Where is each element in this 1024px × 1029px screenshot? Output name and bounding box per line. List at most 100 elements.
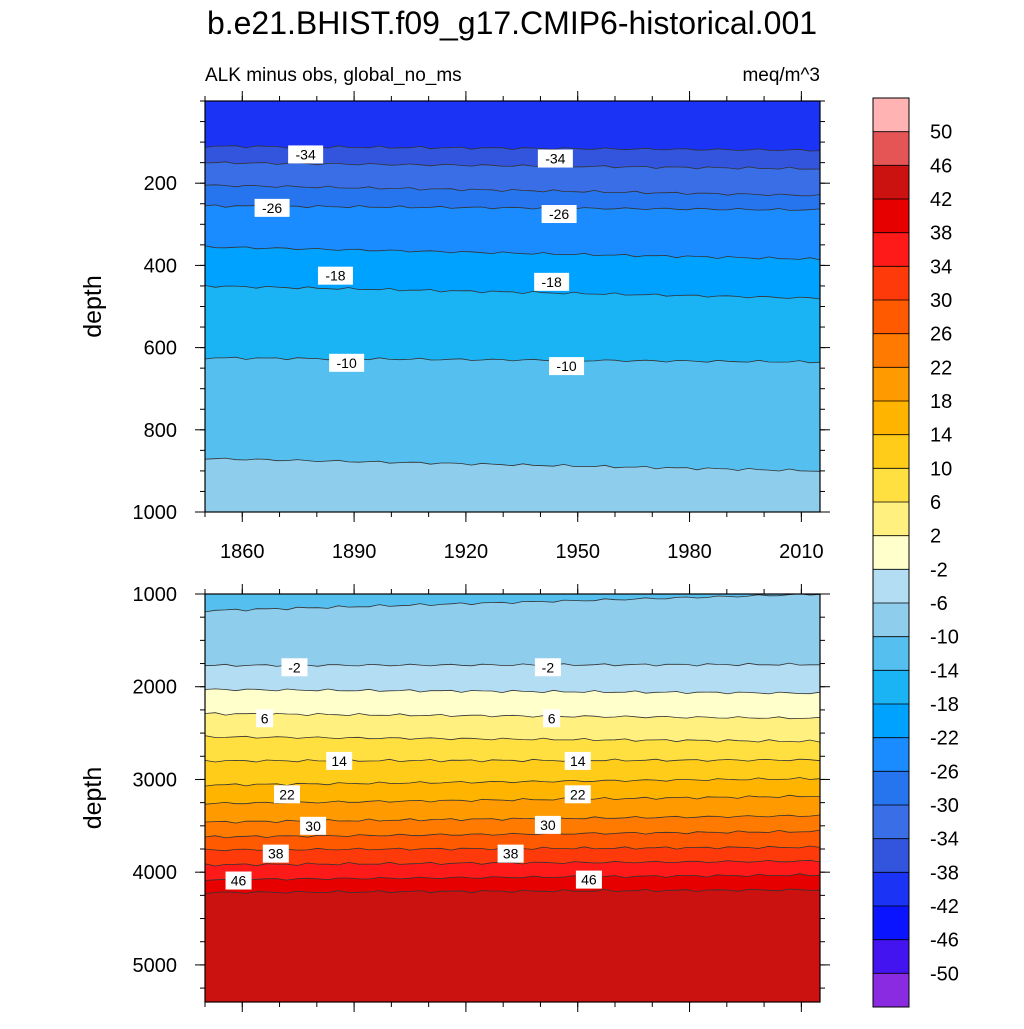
contour-line — [205, 712, 820, 720]
x-tick-label: 1950 — [555, 541, 600, 563]
contour-line — [205, 888, 820, 894]
colorbar-swatch — [873, 131, 909, 166]
colorbar-label: 26 — [930, 324, 952, 346]
contour-label: 46 — [231, 873, 247, 889]
y-tick-label: 800 — [144, 420, 177, 442]
y-tick-label: 1000 — [133, 502, 178, 524]
colorbar-swatch — [873, 838, 909, 873]
colorbar-swatch — [873, 401, 909, 436]
colorbar-swatch — [873, 434, 909, 469]
contour-label-bg — [326, 751, 353, 770]
colorbar-swatch — [873, 939, 909, 974]
contour-label-bg — [534, 272, 570, 291]
colorbar-swatch — [873, 973, 909, 1008]
y-tick-label: 4000 — [133, 862, 178, 884]
colorbar-label: -34 — [930, 829, 959, 851]
contour-label-bg — [575, 870, 602, 889]
contour-label: 14 — [331, 753, 347, 769]
contour-label: -2 — [542, 659, 555, 675]
contour-label-bg — [288, 145, 324, 164]
contour-line — [205, 594, 820, 613]
y-tick-label: 5000 — [133, 955, 178, 977]
contour-label-bg — [534, 658, 561, 677]
colorbar-label: -50 — [930, 963, 959, 985]
colorbar-label: -2 — [930, 559, 948, 581]
contour-fill-group — [205, 594, 820, 1002]
contour-label-bg — [329, 353, 365, 372]
colorbar-swatch — [873, 670, 909, 705]
contour-label: 6 — [548, 710, 556, 726]
colorbar-swatch — [873, 266, 909, 301]
contour-label-bg — [317, 266, 353, 285]
y-tick-label: 2000 — [133, 677, 178, 699]
contour-label: -34 — [296, 146, 316, 162]
contour-label: -26 — [262, 200, 282, 216]
colorbar-label: -38 — [930, 862, 959, 884]
colorbar-swatch — [873, 367, 909, 402]
colorbar-swatch — [873, 333, 909, 368]
contour-label: -26 — [549, 206, 569, 222]
plot-frame — [204, 593, 821, 1003]
contour-fill-group — [205, 101, 820, 512]
colorbar-label: -26 — [930, 761, 959, 783]
contour-label-bg — [534, 815, 561, 834]
colorbar-label: 10 — [930, 458, 952, 480]
contour-line — [205, 859, 820, 867]
contour-line — [205, 457, 820, 472]
x-tick-label: 1980 — [667, 541, 712, 563]
contour-label-bg — [300, 816, 327, 835]
colorbar-label: -10 — [930, 627, 959, 649]
colorbar-swatch — [873, 805, 909, 840]
contour-line — [205, 794, 820, 805]
upper-panel: -34 -34 -26 -26 -18 -18 -10 -10 200 400 600 800 1000… — [79, 91, 830, 563]
colorbar: 50 46 42 38 34 30 26 22 18 14 10 6 2 -2 -6 -10 -14 -18 -22… — [872, 97, 959, 1008]
colorbar-swatch — [873, 535, 909, 570]
colorbar-swatch — [873, 569, 909, 604]
contour-line — [205, 356, 820, 364]
contour-label: -10 — [556, 358, 576, 374]
contour-line — [205, 758, 820, 763]
contour-label: 38 — [503, 846, 519, 862]
contour-label-bg — [497, 844, 524, 863]
contour-label-bg — [254, 198, 290, 217]
contour-label-bg — [537, 149, 573, 168]
contour-line — [205, 285, 820, 300]
colorbar-swatch — [873, 737, 909, 772]
y-axis-label: depth — [79, 767, 107, 830]
contour-label-bg — [262, 844, 289, 863]
contour-fill-band — [205, 458, 820, 512]
contour-label-bg — [256, 709, 274, 728]
colorbar-swatch — [873, 636, 909, 671]
colorbar-label: 6 — [930, 492, 941, 514]
x-tick-label: 1890 — [332, 541, 377, 563]
colorbar-label: 18 — [930, 391, 952, 413]
colorbar-label: 14 — [930, 425, 952, 447]
contour-label-bg — [543, 709, 561, 728]
colorbar-swatch — [873, 232, 909, 267]
colorbar-swatch — [873, 165, 909, 200]
contour-label: -10 — [337, 355, 357, 371]
colorbar-label: -30 — [930, 795, 959, 817]
colorbar-label: 50 — [930, 122, 952, 144]
contour-label: 22 — [279, 786, 295, 802]
contour-label-bg — [549, 357, 585, 376]
colorbar-frame — [872, 97, 910, 1008]
colorbar-swatch — [873, 603, 909, 638]
contour-label: -34 — [545, 151, 565, 167]
x-tick-label: 1860 — [220, 541, 265, 563]
y-tick-label: 200 — [144, 173, 177, 195]
contour-label: 14 — [570, 753, 586, 769]
colorbar-label: 22 — [930, 357, 952, 379]
colorbar-label: -22 — [930, 728, 959, 750]
y-tick-label: 600 — [144, 338, 177, 360]
contour-line — [205, 662, 820, 667]
colorbar-label: 34 — [930, 256, 952, 278]
colorbar-label: -46 — [930, 930, 959, 952]
contour-label-bg — [564, 785, 591, 804]
contour-label: 6 — [261, 710, 269, 726]
contour-label: -18 — [325, 268, 345, 284]
contour-label: 46 — [581, 872, 597, 888]
contour-label-bg — [281, 658, 308, 677]
colorbar-label: -18 — [930, 694, 959, 716]
